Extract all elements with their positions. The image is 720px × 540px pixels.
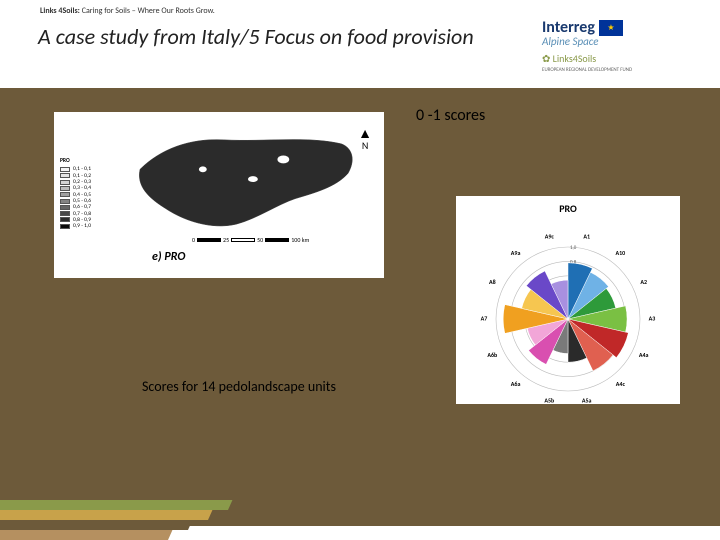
page-title: A case study from Italy/5 Focus on food … [38,24,478,49]
footer-stripe [0,500,232,510]
svg-text:A10: A10 [616,249,626,257]
legend-label: 0,9 - 1,0 [73,223,91,229]
radar-panel: PRO 0,00,20,40,60,81,0A1A10A2A3A4aA4cA5a… [456,196,680,404]
radar-chart-svg: 0,00,20,40,60,81,0A1A10A2A3A4aA4cA5aA5bA… [456,215,680,411]
scalebar-tick: 50 [257,236,263,244]
scalebar-tick: 100 km [291,236,309,244]
svg-text:A2: A2 [640,278,647,286]
logo-block: Interreg Alpine Space Links4Soils EUROPE… [542,18,702,80]
map-panel: ▲ N PRO 0,1 - 0,10,1 - 0,20,2 - 0,30,3 -… [54,112,384,278]
map-region-svg [128,130,368,238]
header-strip: Links 4Soils: Caring for Soils – Where O… [0,0,720,18]
legend-swatch [60,211,70,216]
scores-label: 0 -1 scores [416,106,485,125]
alpine-space-text: Alpine Space [542,35,702,48]
svg-text:A3: A3 [649,314,656,322]
scalebar-tick: 0 [192,236,195,244]
legend-swatch [60,199,70,204]
svg-text:A7: A7 [481,314,488,322]
svg-text:1,0: 1,0 [570,245,577,251]
scalebar-tick: 25 [223,236,229,244]
legend-swatch [60,186,70,191]
svg-text:A4c: A4c [616,380,626,388]
map-caption: e) PRO [152,250,185,264]
scalebar-segment [197,238,221,242]
footer-stripes [0,498,260,540]
legend-title: PRO [60,158,91,164]
eu-flag-icon [599,20,623,36]
legend-swatch [60,205,70,210]
erdf-text: EUROPEAN REGIONAL DEVELOPMENT FUND [542,67,702,73]
header-brand: Links 4Soils: [40,6,80,16]
scalebar-segment [231,238,255,242]
footer-stripe [0,530,172,540]
legend-swatch [60,217,70,222]
legend-row: 0,9 - 1,0 [60,223,91,229]
map-legend: PRO 0,1 - 0,10,1 - 0,20,2 - 0,30,3 - 0,4… [60,158,91,229]
legend-swatch [60,167,70,172]
svg-text:A5a: A5a [582,396,592,404]
map-scalebar: 0 25 50 100 km [192,236,309,244]
svg-text:A6a: A6a [511,380,521,388]
footer-stripe [0,510,212,520]
legend-swatch [60,180,70,185]
pedolandscape-label: Scores for 14 pedolandscape units [142,378,336,395]
svg-text:A6b: A6b [487,351,498,359]
legend-swatch [60,192,70,197]
svg-text:A9a: A9a [511,249,521,257]
scalebar-segment [265,238,289,242]
legend-swatch [60,224,70,229]
header-tagline: Caring for Soils – Where Our Roots Grow. [82,6,215,16]
svg-text:A9c: A9c [545,233,555,241]
svg-text:A5b: A5b [544,396,555,404]
svg-text:A8: A8 [489,278,496,286]
legend-swatch [60,173,70,178]
svg-text:A4a: A4a [639,351,649,359]
radar-title: PRO [456,196,680,215]
links4soils-text: Links4Soils [542,52,702,65]
svg-text:A1: A1 [583,233,590,241]
footer-stripe [0,520,192,530]
